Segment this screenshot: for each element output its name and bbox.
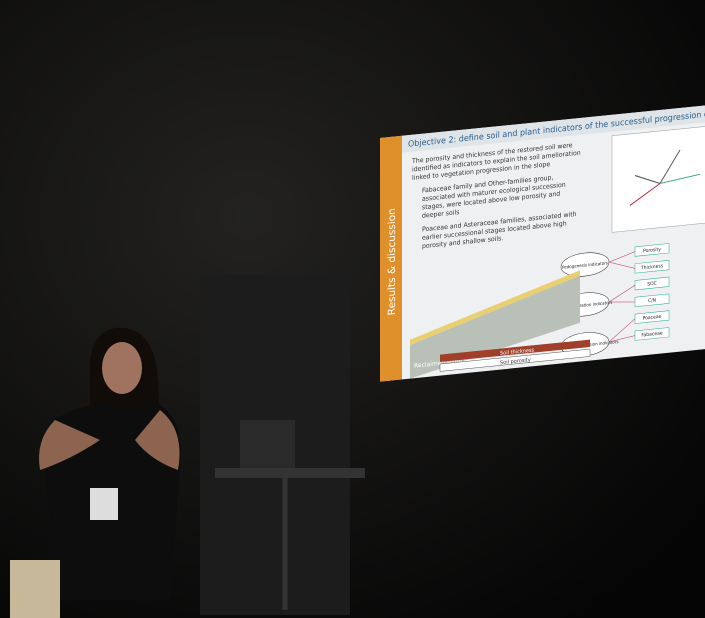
- variable-box: [634, 310, 670, 324]
- variable-label: C/N: [648, 297, 656, 304]
- variable-label: Fabaceae: [641, 330, 662, 338]
- arrow-bar: [440, 339, 590, 362]
- variable-label: Poaceae: [643, 314, 662, 322]
- speaker: [10, 327, 181, 618]
- sidebar: [380, 135, 402, 382]
- connector: [608, 301, 636, 303]
- pca-arrows: [629, 149, 701, 206]
- connector: [608, 335, 636, 343]
- section-label: Results & discussion: [386, 208, 398, 316]
- laptop: [240, 420, 295, 470]
- variable-label: Thickness: [640, 263, 664, 272]
- variable-label: Porosity: [643, 246, 661, 254]
- soil-layer: [410, 270, 580, 345]
- connector: [608, 285, 636, 303]
- slope: [410, 275, 580, 379]
- connector: [608, 261, 636, 269]
- indicator-label: Pedogenesis indicators: [562, 260, 608, 270]
- connector: [608, 318, 636, 343]
- title-bar: [402, 104, 705, 153]
- pca-plot: [611, 125, 705, 233]
- arrow-bar: [439, 348, 591, 372]
- connector: [608, 251, 636, 263]
- arrow-label: Soil porosity: [500, 357, 531, 366]
- arrow-label: Soil thickness: [500, 347, 534, 357]
- variable-label: SOC: [647, 281, 657, 288]
- bullets: The porosity and thickness of the restor…: [412, 142, 581, 250]
- lectern: [215, 468, 365, 478]
- slide: Objective 2: define soil and plant indic…: [380, 104, 705, 382]
- indicator-label: Soil amelioration indicators: [558, 300, 613, 311]
